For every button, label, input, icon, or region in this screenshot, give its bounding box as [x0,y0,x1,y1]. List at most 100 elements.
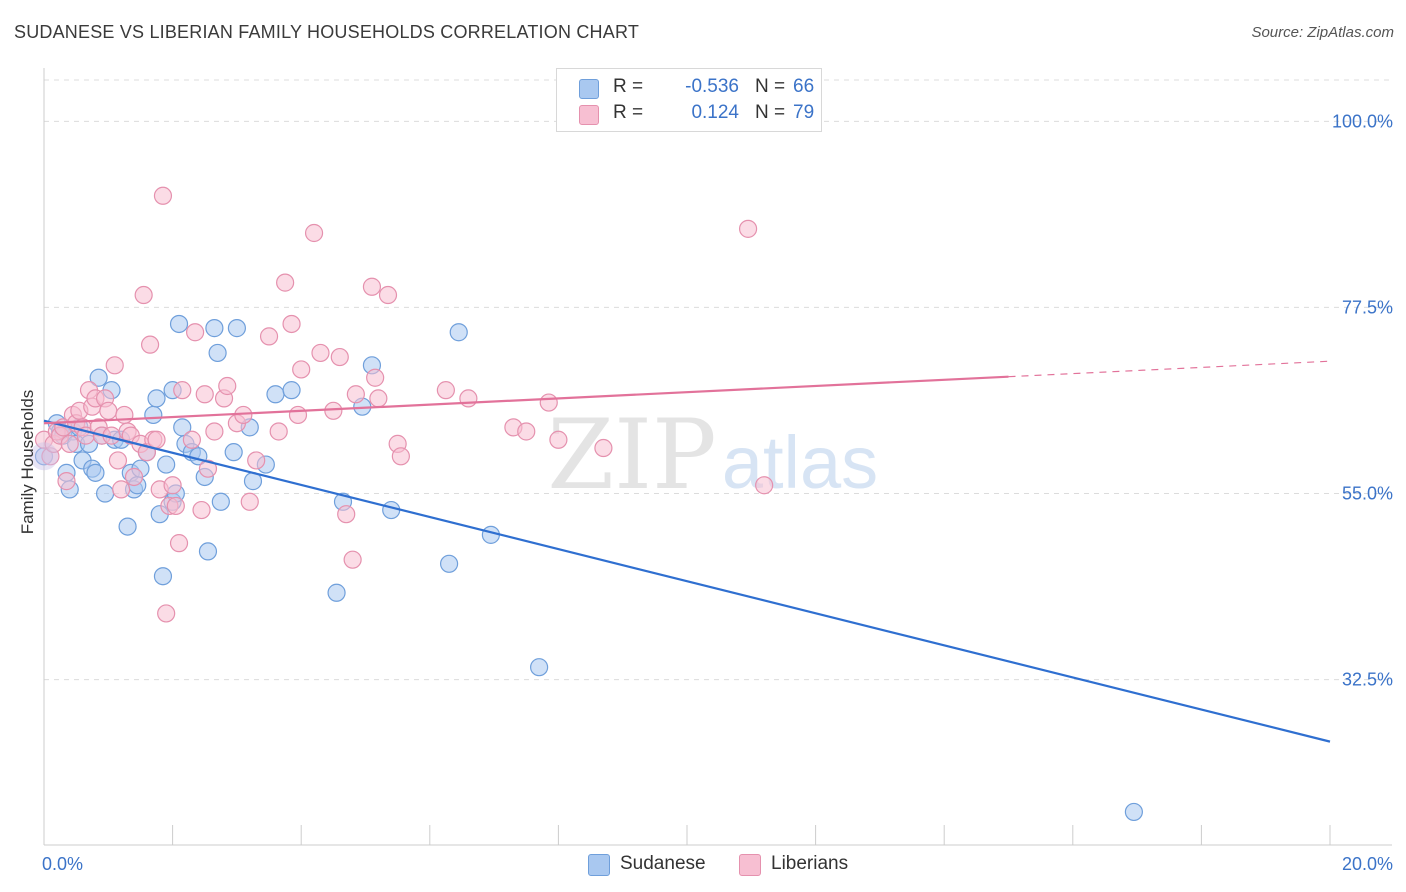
y-tick-label: 100.0% [1332,111,1393,131]
bottom-legend-label-sudanese: Sudanese [620,853,706,874]
data-point [366,368,385,387]
data-point [292,360,311,379]
legend-r-value: 0.124 [691,102,739,123]
trend-lines [43,360,1331,743]
data-point [169,314,189,334]
data-point [192,500,211,520]
legend-swatch-sudanese [579,79,599,99]
data-point [173,381,192,400]
data-point [86,463,105,482]
data-point [282,314,301,334]
y-tick-label: 32.5% [1342,670,1393,690]
data-point [391,447,410,466]
legend-swatch-liberians [579,105,599,125]
data-point [311,343,330,363]
data-point [153,186,173,205]
data-point [1124,802,1143,822]
chart-title: SUDANESE VS LIBERIAN FAMILY HOUSEHOLDS C… [14,22,640,42]
data-point [134,285,153,305]
data-point [169,534,189,553]
data-point [362,277,382,296]
data-point [224,443,243,462]
bottom-legend-label-liberians: Liberians [771,853,849,874]
data-point [304,223,324,243]
data-point [337,505,356,524]
data-point [227,319,246,338]
data-point [481,525,500,544]
data-point [208,343,227,363]
data-point [594,438,613,458]
data-point [95,484,115,503]
data-point [211,492,230,511]
data-point [140,335,160,354]
data-point [327,583,346,602]
watermark-zip: ZIP [547,399,716,511]
data-point [57,472,76,491]
data-point [147,389,166,408]
data-point [288,405,308,425]
data-point [517,422,536,441]
trend-line-sudanese [43,419,1331,743]
data-point [259,327,279,346]
data-point [144,405,163,425]
source-label: Source: ZipAtlas.com [1251,24,1394,41]
x-tick-label: 20.0% [1342,854,1393,874]
bottom-legend-swatch-liberians [739,854,761,876]
data-point [738,219,758,238]
data-point [205,319,224,338]
trend-line-liberians [43,375,1009,425]
legend-r-label: R = [613,102,644,123]
data-point [549,430,568,449]
data-point [382,500,401,520]
data-point [186,323,205,342]
data-point [105,356,124,375]
data-point [276,273,295,292]
data-point [266,385,285,404]
data-point [378,285,398,305]
data-point [459,389,478,408]
legend-n-value: 66 [793,76,815,97]
data-point [99,401,118,420]
data-point [755,476,774,495]
data-point [89,368,108,387]
data-point [218,376,237,396]
data-point [436,381,455,400]
data-point [449,323,468,342]
data-point [157,455,176,474]
data-point [346,385,365,404]
legend-r-value: -0.536 [685,76,739,97]
data-point [343,550,362,569]
data-point [530,658,549,677]
data-point [240,492,259,511]
watermark-atlas: atlas [722,421,878,504]
data-point-cluster [30,442,58,471]
legend-r-label: R = [613,76,644,97]
axes [43,68,1392,846]
data-point [330,347,349,367]
data-point [118,517,137,536]
data-point [124,467,144,487]
data-point [247,451,266,470]
data-point [147,430,166,449]
x-tick-label: 0.0% [42,854,83,874]
y-axis-label: Family Households [18,390,37,535]
data-point [157,604,176,623]
y-tick-label: 77.5% [1342,297,1393,317]
trend-line-extension-liberians [1008,360,1331,378]
data-point [198,542,218,561]
data-point [182,430,201,449]
bottom-legend-swatch-sudanese [588,854,610,876]
data-point [369,389,388,408]
axis-labels: 32.5% 55.0% 77.5% 100.0% 0.0% 20.0% Family Hou… [18,111,1393,874]
data-point [115,405,134,425]
series-liberians [34,186,774,623]
data-point [324,401,343,420]
data-point [439,554,459,573]
y-tick-label: 55.0% [1342,484,1393,504]
data-point [205,422,224,441]
data-point [163,476,182,495]
data-point [195,385,214,404]
data-point [108,451,128,470]
legend-n-label: N = [755,102,786,123]
